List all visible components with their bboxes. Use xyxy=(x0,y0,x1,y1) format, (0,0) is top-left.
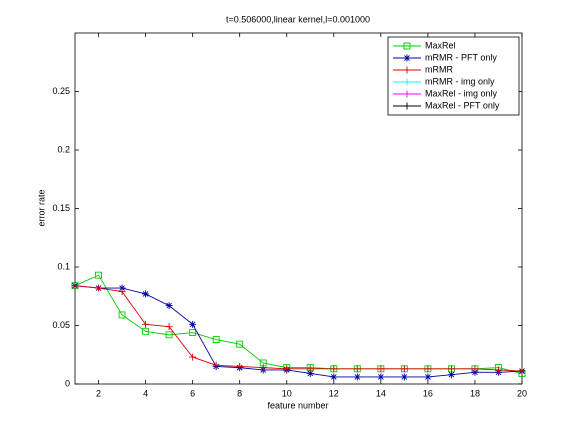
marker xyxy=(236,340,244,348)
x-axis-label: feature number xyxy=(267,400,328,410)
x-tick-label: 10 xyxy=(282,388,292,398)
y-tick-label: 0.2 xyxy=(57,144,70,154)
x-tick-label: 4 xyxy=(143,388,148,398)
marker xyxy=(353,365,361,373)
marker xyxy=(259,359,267,367)
marker xyxy=(424,365,432,373)
marker xyxy=(142,320,150,328)
marker xyxy=(424,365,432,373)
marker xyxy=(189,353,197,361)
y-tick-label: 0.15 xyxy=(52,203,70,213)
y-axis-label: error rate xyxy=(36,189,46,226)
x-tick-label: 20 xyxy=(517,388,527,398)
legend-marker xyxy=(403,102,411,110)
legend-marker xyxy=(403,66,411,74)
chart-title: t=0.506000,linear kernel,l=0.001000 xyxy=(226,14,370,24)
marker xyxy=(212,336,220,343)
marker xyxy=(118,284,126,292)
marker xyxy=(165,323,173,331)
marker xyxy=(306,365,314,373)
x-tick-label: 14 xyxy=(376,388,386,398)
marker xyxy=(142,290,150,298)
marker xyxy=(353,373,361,381)
marker xyxy=(353,365,361,373)
legend-marker xyxy=(403,42,411,50)
marker xyxy=(400,373,408,381)
y-tick-label: 0.05 xyxy=(52,320,70,330)
marker xyxy=(400,365,408,373)
marker xyxy=(400,365,408,373)
x-tick-label: 8 xyxy=(237,388,242,398)
legend-marker xyxy=(403,54,411,62)
marker xyxy=(71,282,79,290)
marker xyxy=(71,282,79,290)
marker xyxy=(447,371,455,379)
x-tick-label: 12 xyxy=(329,388,339,398)
legend-marker xyxy=(403,78,411,86)
marker xyxy=(518,367,526,375)
marker xyxy=(283,365,291,373)
legend-label: MaxRel xyxy=(425,40,456,50)
marker xyxy=(471,368,479,376)
marker xyxy=(165,331,173,339)
legend-label: mRMR - PFT only xyxy=(425,52,497,62)
x-tick-label: 18 xyxy=(470,388,480,398)
legend-marker xyxy=(403,90,411,98)
marker xyxy=(494,366,502,374)
marker xyxy=(377,365,385,373)
marker xyxy=(212,361,220,369)
legend-label: MaxRel - PFT only xyxy=(425,100,500,110)
marker xyxy=(236,362,244,370)
marker xyxy=(118,311,126,319)
series-line xyxy=(74,285,523,372)
marker xyxy=(95,284,103,292)
x-tick-label: 2 xyxy=(96,388,101,398)
x-tick-label: 16 xyxy=(423,388,433,398)
marker xyxy=(377,365,385,373)
marker xyxy=(471,365,479,373)
y-tick-label: 0.1 xyxy=(57,261,70,271)
legend-box xyxy=(387,36,520,116)
marker xyxy=(447,365,455,373)
marker xyxy=(495,364,502,372)
series-line xyxy=(74,285,523,378)
marker xyxy=(447,365,455,373)
legend-label: MaxRel - img only xyxy=(425,88,498,98)
marker xyxy=(377,373,385,381)
marker xyxy=(259,364,267,372)
legend-label: mRMR - img only xyxy=(425,76,495,86)
legend-label: mRMR xyxy=(425,64,453,74)
marker xyxy=(95,271,102,279)
marker xyxy=(165,302,173,310)
y-tick-label: 0 xyxy=(65,378,70,388)
y-tick-label: 0.25 xyxy=(52,86,70,96)
marker xyxy=(424,373,432,381)
marker xyxy=(189,329,197,336)
x-tick-label: 6 xyxy=(190,388,195,398)
marker xyxy=(118,288,126,296)
marker xyxy=(142,327,150,335)
marker xyxy=(189,320,197,328)
marker xyxy=(330,365,338,373)
marker xyxy=(471,365,479,373)
marker xyxy=(330,365,338,373)
marker xyxy=(330,373,338,381)
marker xyxy=(306,369,314,377)
